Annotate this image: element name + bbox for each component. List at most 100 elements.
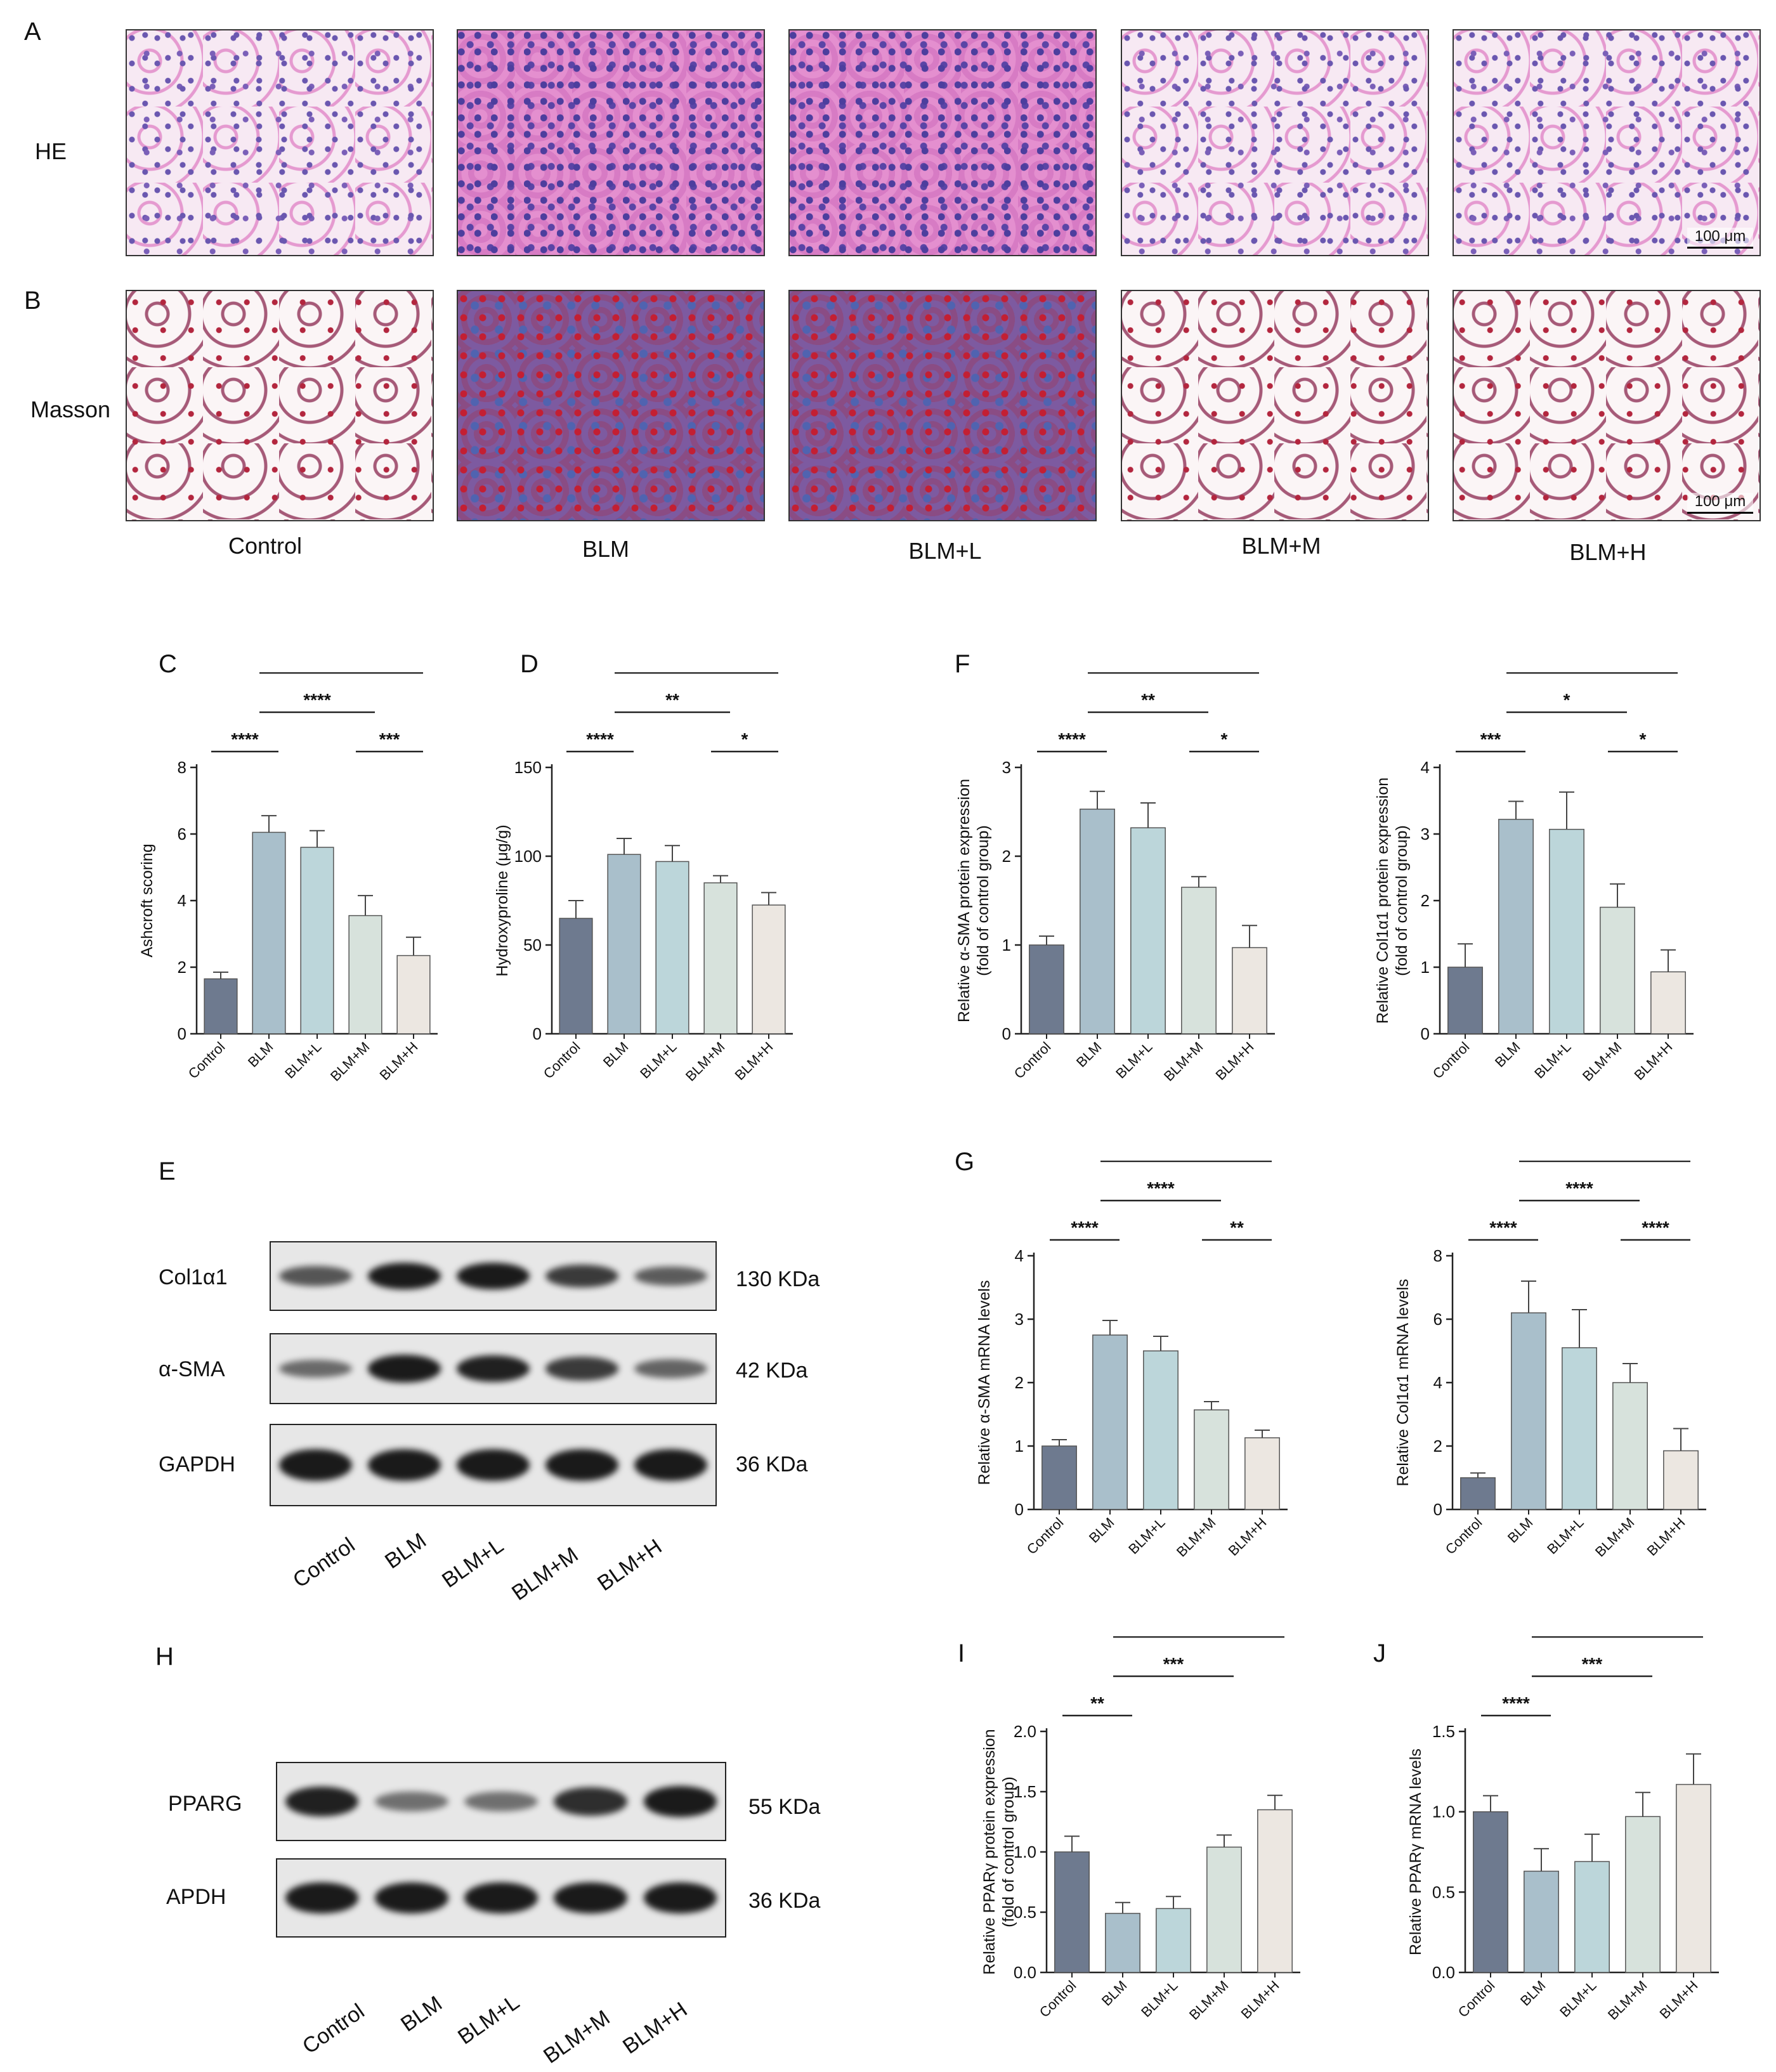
blot-e-kda-alpha-sma: 42 KDa bbox=[736, 1359, 808, 1383]
blot-band bbox=[457, 1355, 530, 1382]
x-tick-label: BLM+H bbox=[1213, 1039, 1257, 1083]
panel-label-c: C bbox=[159, 650, 177, 678]
blot-band bbox=[457, 1449, 530, 1482]
y-tick-label: 0.5 bbox=[1432, 1882, 1455, 1901]
bar bbox=[1105, 1913, 1140, 1973]
blot-band bbox=[367, 1262, 441, 1290]
masson-image-blm-l bbox=[788, 290, 1097, 521]
significance-label: **** bbox=[586, 729, 614, 749]
x-tick-label: BLM+L bbox=[1138, 1978, 1180, 2020]
x-tick-label: BLM bbox=[1505, 1515, 1536, 1546]
blot-band bbox=[643, 1786, 717, 1817]
x-tick-label: BLM+H bbox=[1644, 1515, 1688, 1559]
blot-h-kda-pparg: 55 KDa bbox=[748, 1795, 821, 1819]
bar bbox=[1447, 967, 1483, 1034]
significance-label: **** bbox=[1642, 1218, 1669, 1237]
y-tick-label: 150 bbox=[514, 758, 542, 777]
bar bbox=[559, 918, 593, 1034]
bar bbox=[1054, 1851, 1090, 1973]
y-axis-label: Relative Col1α1 protein expression bbox=[1374, 778, 1392, 1024]
blot-band bbox=[634, 1266, 708, 1286]
bar bbox=[1498, 819, 1534, 1034]
x-tick-label: BLM+L bbox=[1557, 1978, 1599, 2020]
row-label-he: HE bbox=[35, 138, 67, 164]
significance-label: ** bbox=[1230, 1218, 1244, 1237]
blot-band bbox=[278, 1449, 352, 1482]
bar bbox=[348, 915, 382, 1034]
bar bbox=[1663, 1450, 1699, 1510]
bar bbox=[1206, 1846, 1242, 1973]
y-tick-label: 100 bbox=[514, 847, 542, 866]
y-tick-label: 8 bbox=[1433, 1246, 1442, 1265]
blot-h-label-apdh: APDH bbox=[166, 1885, 226, 1909]
x-tick-label: BLM+M bbox=[1592, 1515, 1638, 1560]
significance-label: * bbox=[1640, 729, 1647, 749]
he-image-blm-h: 100 μm bbox=[1453, 29, 1761, 256]
panel-label-g: G bbox=[955, 1148, 975, 1176]
masson-image-blm-m bbox=[1121, 290, 1429, 521]
panel-label-b: B bbox=[24, 287, 41, 315]
x-tick-label: BLM bbox=[1517, 1978, 1549, 2009]
x-tick-label: BLM+H bbox=[1225, 1515, 1270, 1559]
blot-h-lane-blm-h: BLM+H bbox=[618, 1997, 692, 2059]
blot-h-lane-blm: BLM bbox=[396, 1991, 447, 2037]
x-tick-label: BLM+L bbox=[637, 1039, 679, 1081]
bar bbox=[1460, 1477, 1496, 1510]
y-tick-label: 2.0 bbox=[1014, 1722, 1036, 1741]
bar bbox=[396, 955, 431, 1034]
x-tick-label: BLM+M bbox=[327, 1039, 373, 1085]
x-tick-label: BLM+H bbox=[732, 1039, 776, 1083]
bar bbox=[607, 854, 641, 1034]
blot-band bbox=[554, 1882, 628, 1913]
blot-h-row-apdh bbox=[276, 1858, 726, 1938]
blot-e-row-alpha-sma bbox=[270, 1333, 717, 1404]
bar bbox=[1041, 1445, 1077, 1510]
y-axis-label: Relative PPARγ protein expression bbox=[981, 1729, 998, 1974]
blot-e-lane-blm-l: BLM+L bbox=[438, 1533, 508, 1593]
x-tick-label: BLM+H bbox=[1238, 1978, 1283, 2022]
y-axis-label: Ashcroft scoring bbox=[138, 844, 156, 957]
y-tick-label: 1 bbox=[1002, 935, 1011, 955]
significance-label: **** bbox=[1058, 729, 1086, 749]
chart-i: 0.0 0.5 1.0 1.5 2.0 Relative PPARγ protein ex… bbox=[981, 1636, 1300, 2023]
blot-h-row-pparg bbox=[276, 1762, 726, 1841]
significance-label: * bbox=[1221, 729, 1228, 749]
blot-e-lane-control: Control bbox=[289, 1533, 360, 1593]
bar bbox=[1549, 828, 1584, 1034]
x-tick-label: Control bbox=[185, 1039, 228, 1082]
x-tick-label: BLM bbox=[600, 1039, 632, 1071]
scale-bar-he: 100 μm bbox=[1687, 228, 1753, 249]
bar bbox=[1080, 809, 1115, 1034]
bar bbox=[1612, 1382, 1648, 1510]
he-image-control bbox=[126, 29, 434, 256]
he-image-blm bbox=[457, 29, 765, 256]
x-tick-label: BLM bbox=[1492, 1039, 1524, 1071]
chart-j: 0.0 0.5 1.0 1.5 Relative PPARγ mRNA levels Co… bbox=[1407, 1636, 1719, 2023]
bar bbox=[1574, 1861, 1610, 1973]
y-tick-label: 1 bbox=[1421, 958, 1430, 977]
blot-e-lane-blm-m: BLM+M bbox=[507, 1542, 583, 1606]
group-label-blm-h: BLM+H bbox=[1569, 539, 1647, 565]
scale-bar-masson: 100 μm bbox=[1687, 493, 1753, 514]
x-tick-label: BLM+M bbox=[1161, 1039, 1206, 1085]
bar bbox=[752, 904, 786, 1034]
y-tick-label: 0 bbox=[533, 1024, 542, 1043]
y-tick-label: 2 bbox=[1421, 891, 1430, 910]
panel-label-a: A bbox=[24, 18, 41, 46]
x-tick-label: Control bbox=[1442, 1515, 1485, 1558]
y-axis-label: Relative α-SMA mRNA levels bbox=[976, 1280, 993, 1485]
blot-h-lane-blm-l: BLM+L bbox=[454, 1990, 524, 2050]
x-tick-label: BLM+H bbox=[1657, 1978, 1701, 2022]
blot-band bbox=[367, 1355, 441, 1383]
significance-label: **** bbox=[1502, 1693, 1530, 1713]
blot-band bbox=[634, 1359, 708, 1379]
significance-label: **** bbox=[1565, 1178, 1593, 1198]
bar bbox=[655, 861, 689, 1034]
x-tick-label: BLM+H bbox=[1631, 1039, 1676, 1083]
y-tick-label: 3 bbox=[1002, 758, 1011, 777]
panel-label-f: F bbox=[955, 650, 970, 678]
blot-band bbox=[285, 1882, 359, 1913]
significance-label: *** bbox=[379, 729, 400, 749]
group-label-blm: BLM bbox=[582, 536, 630, 562]
x-tick-label: BLM bbox=[1099, 1978, 1130, 2009]
